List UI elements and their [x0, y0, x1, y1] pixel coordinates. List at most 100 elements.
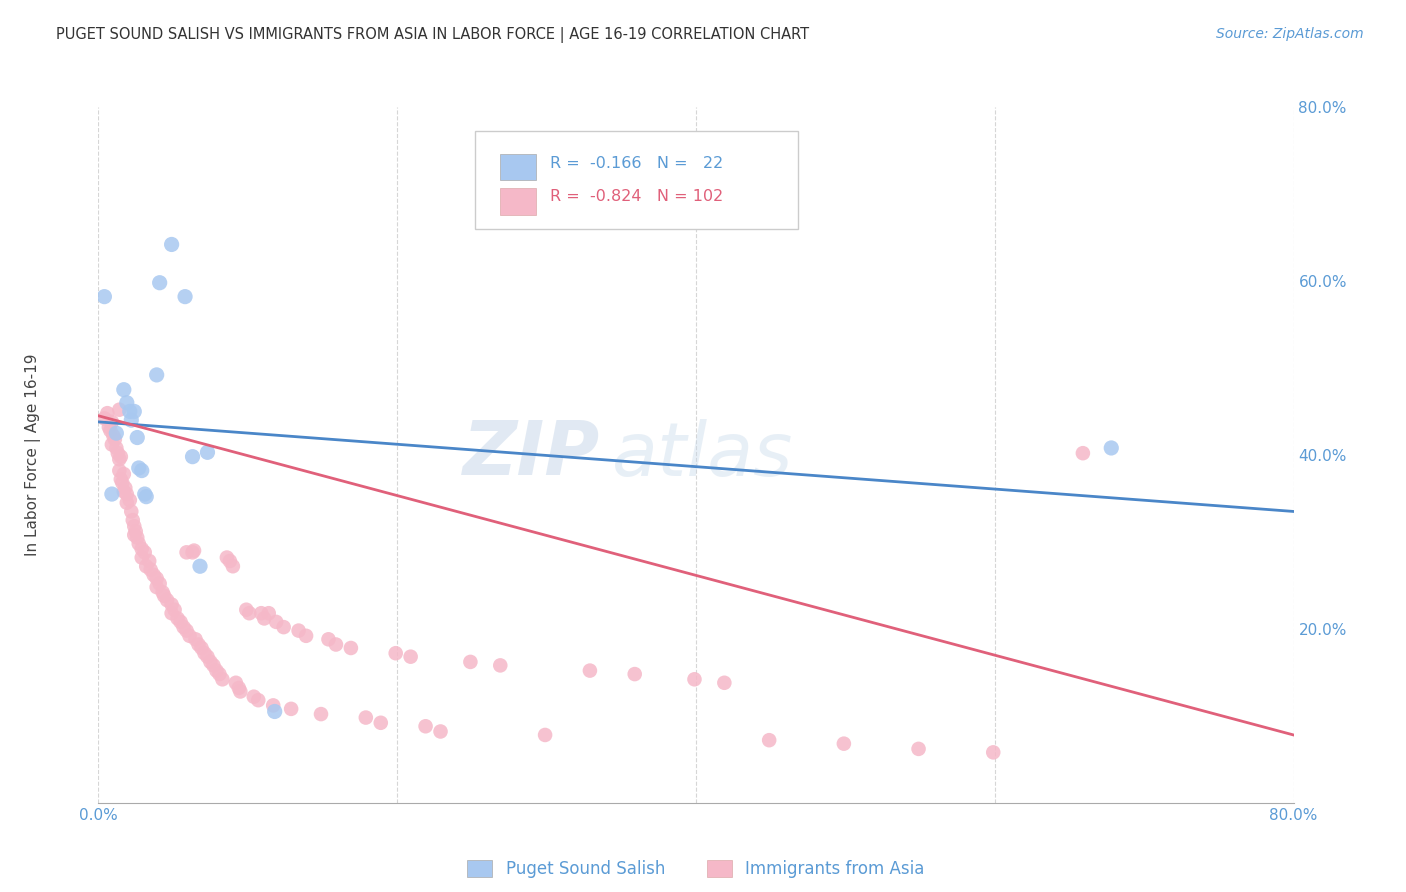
Point — [112, 383, 135, 397]
Point — [238, 606, 260, 620]
Point — [190, 640, 212, 655]
Point — [181, 545, 204, 559]
Point — [145, 571, 167, 585]
Point — [131, 550, 153, 565]
Point — [181, 450, 204, 464]
Point — [257, 606, 280, 620]
Point — [110, 450, 132, 464]
Point — [160, 598, 183, 612]
Point — [127, 531, 149, 545]
Point — [579, 664, 602, 678]
Point — [179, 629, 201, 643]
Point — [176, 545, 198, 559]
Point — [489, 658, 512, 673]
Point — [120, 504, 142, 518]
Point — [243, 690, 266, 704]
Point — [115, 396, 138, 410]
Point — [623, 667, 645, 681]
Point — [263, 705, 285, 719]
Point — [114, 481, 136, 495]
Point — [153, 589, 176, 603]
Point — [107, 446, 129, 460]
Point — [309, 707, 332, 722]
Point — [134, 487, 156, 501]
Point — [229, 684, 252, 698]
Point — [120, 413, 142, 427]
Point — [131, 464, 153, 478]
Point — [235, 603, 257, 617]
Point — [104, 432, 127, 446]
Point — [110, 472, 132, 486]
Point — [460, 655, 482, 669]
Point — [105, 441, 128, 455]
Point — [169, 615, 191, 629]
Point — [101, 415, 124, 429]
Point — [832, 737, 855, 751]
Point — [273, 620, 295, 634]
Point — [202, 658, 225, 673]
Point — [174, 290, 197, 304]
Text: R =  -0.166   N =   22: R = -0.166 N = 22 — [550, 156, 724, 171]
Point — [97, 420, 120, 434]
Point — [112, 467, 135, 481]
Point — [152, 585, 174, 599]
Point — [384, 646, 406, 660]
Point — [135, 490, 157, 504]
Point — [188, 559, 211, 574]
Point — [101, 487, 124, 501]
Point — [145, 580, 167, 594]
Point — [108, 452, 131, 467]
Point — [981, 745, 1004, 759]
Point — [184, 632, 207, 647]
Point — [103, 429, 125, 443]
Text: R =  -0.824   N = 102: R = -0.824 N = 102 — [550, 189, 724, 204]
Point — [222, 559, 245, 574]
Point — [173, 620, 195, 634]
Point — [264, 615, 287, 629]
Point — [187, 638, 209, 652]
Point — [176, 624, 198, 638]
Text: atlas: atlas — [613, 419, 794, 491]
Point — [208, 667, 231, 681]
Point — [118, 404, 141, 418]
Point — [197, 649, 219, 664]
Point — [115, 496, 138, 510]
Point — [166, 611, 188, 625]
Text: Source: ZipAtlas.com: Source: ZipAtlas.com — [1216, 27, 1364, 41]
Point — [219, 554, 242, 568]
Point — [340, 640, 363, 655]
Point — [399, 649, 422, 664]
Point — [287, 624, 309, 638]
Point — [108, 464, 131, 478]
Point — [160, 606, 183, 620]
Point — [225, 675, 247, 690]
Point — [125, 524, 148, 539]
Point — [134, 545, 156, 559]
Point — [193, 646, 215, 660]
Point — [118, 493, 141, 508]
Point — [124, 528, 146, 542]
Point — [205, 664, 228, 678]
Point — [163, 603, 186, 617]
Point — [253, 611, 276, 625]
Point — [145, 368, 167, 382]
Point — [415, 719, 437, 733]
Point — [160, 237, 183, 252]
Text: In Labor Force | Age 16-19: In Labor Force | Age 16-19 — [25, 353, 41, 557]
Point — [907, 742, 929, 756]
Point — [105, 426, 128, 441]
Point — [318, 632, 340, 647]
Point — [124, 404, 146, 418]
FancyBboxPatch shape — [501, 188, 536, 215]
Point — [183, 543, 205, 558]
Point — [429, 724, 451, 739]
Text: PUGET SOUND SALISH VS IMMIGRANTS FROM ASIA IN LABOR FORCE | AGE 16-19 CORRELATIO: PUGET SOUND SALISH VS IMMIGRANTS FROM AS… — [56, 27, 810, 43]
Point — [101, 437, 124, 451]
Point — [131, 541, 153, 556]
Point — [139, 563, 162, 577]
Point — [128, 536, 150, 550]
Point — [228, 681, 250, 695]
Point — [200, 655, 222, 669]
Point — [758, 733, 780, 747]
Point — [115, 487, 138, 501]
